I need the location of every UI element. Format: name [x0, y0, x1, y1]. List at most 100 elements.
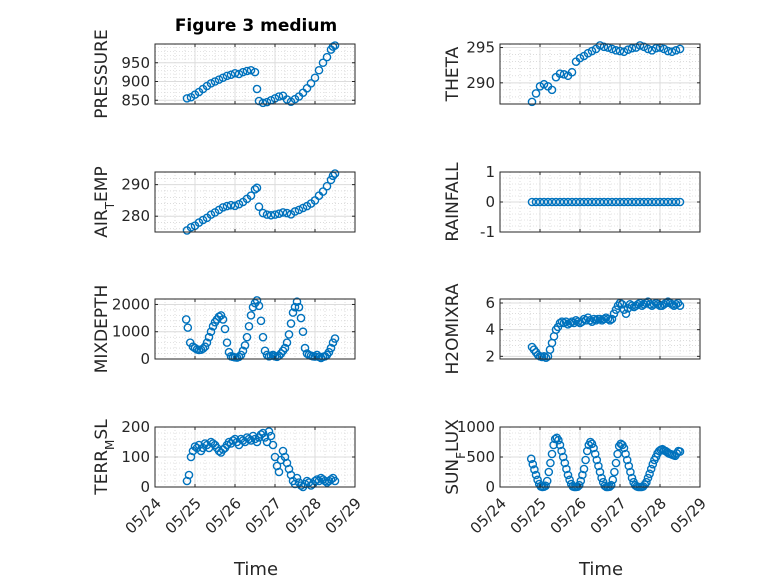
data-point	[648, 459, 658, 469]
y-tick-label: 200	[121, 418, 150, 436]
y-tick-label: 1000	[112, 323, 150, 341]
y-axis-label: TERRMSL	[92, 419, 117, 496]
data-point	[651, 197, 661, 207]
data-point	[631, 197, 641, 207]
y-tick-label: 295	[466, 39, 495, 57]
data-point	[649, 300, 659, 309]
data-point	[322, 181, 332, 191]
data-point	[258, 98, 268, 108]
data-point	[252, 183, 262, 193]
data-point	[555, 197, 565, 207]
data-point	[258, 428, 268, 438]
data-point	[254, 301, 264, 311]
y-axis-label: AIRTEMP	[92, 166, 117, 237]
data-point	[286, 319, 296, 328]
x-tick-label: 05/28	[627, 494, 670, 537]
data-point	[610, 467, 619, 477]
data-point	[576, 476, 586, 486]
data-point	[248, 302, 258, 312]
data-point	[330, 476, 340, 486]
data-point	[597, 473, 606, 483]
data-point	[268, 440, 278, 450]
data-point	[587, 197, 597, 207]
data-point	[575, 197, 585, 207]
data-point	[183, 323, 193, 332]
data-point	[594, 461, 603, 471]
data-point	[328, 338, 338, 347]
data-point	[567, 317, 577, 326]
y-tick-label: 1000	[457, 418, 495, 436]
data-point	[256, 316, 266, 326]
data-point	[533, 475, 542, 485]
data-point	[252, 296, 262, 305]
y-axis-label: PRESSURE	[92, 29, 112, 118]
y-tick-label: 0	[485, 478, 495, 496]
data-point	[274, 209, 284, 218]
data-point	[555, 318, 565, 328]
data-point	[258, 332, 268, 342]
data-point	[531, 89, 541, 98]
x-tick-label: 05/27	[587, 494, 630, 537]
data-point	[643, 197, 653, 207]
data-point	[567, 67, 577, 77]
figure-title: Figure 3 medium	[175, 16, 337, 36]
axes-box	[154, 171, 356, 233]
data-point	[531, 197, 541, 207]
data-point	[250, 185, 260, 194]
data-point	[282, 338, 292, 347]
x-axis-label-left: Time	[233, 559, 278, 580]
y-axis-label: H2OMIXRA	[443, 283, 463, 374]
data-point	[560, 458, 570, 468]
data-point	[262, 97, 272, 107]
data-point	[260, 346, 270, 356]
data-point	[591, 197, 601, 207]
axes-box	[499, 298, 701, 360]
y-tick-label: 2	[485, 347, 495, 365]
data-point	[278, 208, 288, 217]
data-point	[298, 327, 308, 337]
data-point	[541, 481, 550, 491]
data-point	[563, 197, 573, 207]
data-point	[589, 314, 599, 324]
data-point	[619, 197, 629, 207]
y-tick-label: 0	[485, 193, 495, 211]
data-point	[284, 330, 294, 339]
y-tick-label: 100	[121, 448, 150, 466]
data-point	[671, 46, 681, 55]
data-point	[606, 480, 616, 490]
data-point	[595, 314, 605, 324]
data-point	[330, 41, 340, 50]
data-point	[527, 197, 537, 207]
data-point	[222, 201, 232, 211]
data-point	[527, 97, 537, 107]
data-point	[645, 469, 654, 479]
subplot-sun-flux: 0 500 1000SUNFLUX05/2405/2505/2605/2705/28…	[443, 418, 710, 537]
data-point	[228, 436, 238, 445]
data-point	[300, 343, 310, 353]
y-axis-label: THETA	[443, 46, 463, 102]
data-point	[226, 200, 236, 210]
data-point	[555, 440, 565, 450]
data-point	[222, 71, 232, 81]
x-tick-label: 05/26	[547, 494, 590, 537]
y-axis-label: MIXDEPTH	[92, 285, 112, 374]
data-point	[204, 332, 214, 342]
data-point	[230, 68, 240, 78]
subplot-rainfall: -1 0 1 RAINFALL	[443, 162, 701, 242]
data-point	[592, 455, 602, 465]
data-point	[326, 343, 336, 353]
data-point	[210, 77, 220, 86]
data-point	[571, 197, 581, 207]
data-point	[541, 353, 551, 362]
data-point	[542, 476, 552, 486]
data-point	[627, 43, 637, 53]
data-point	[220, 324, 230, 334]
data-point	[190, 343, 200, 353]
data-point	[578, 470, 587, 480]
data-point	[605, 316, 615, 325]
data-point	[292, 473, 302, 483]
y-tick-label: 850	[121, 91, 150, 109]
data-point	[214, 75, 224, 84]
